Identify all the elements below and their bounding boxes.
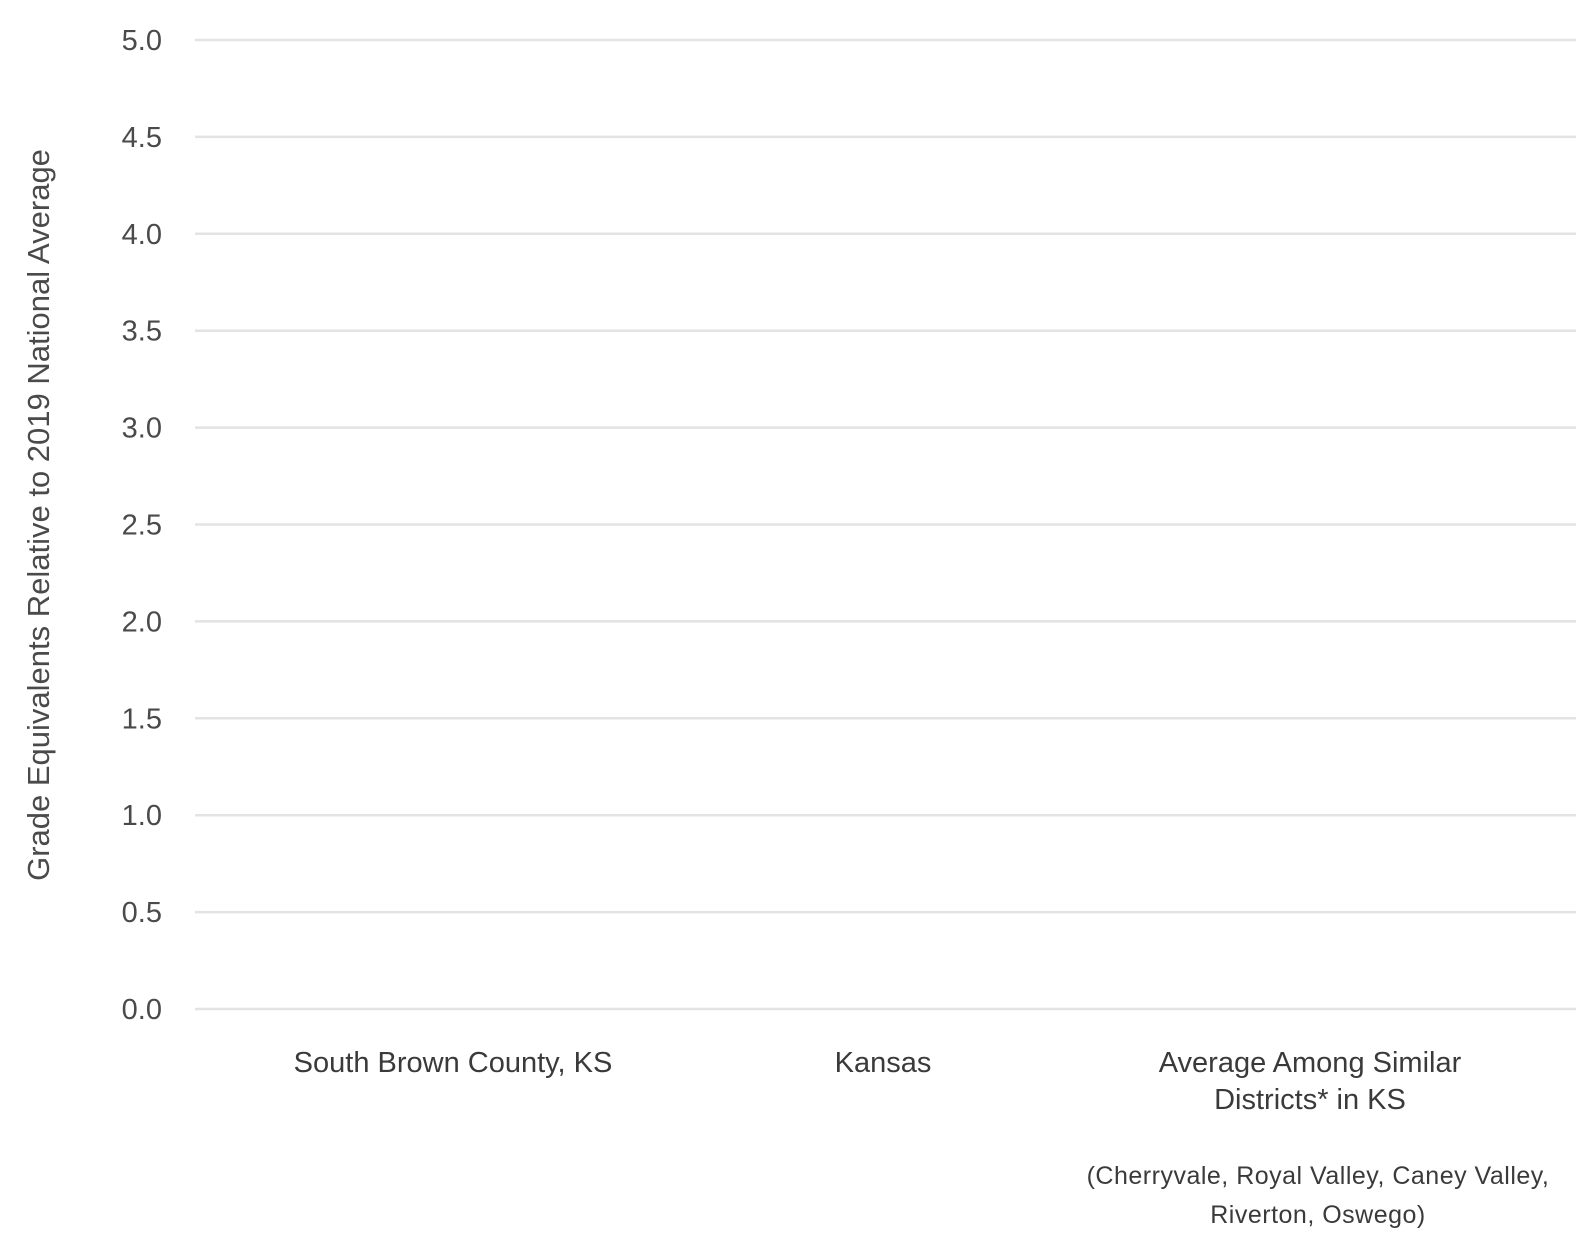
y-tick-label: 3.5 — [122, 316, 162, 348]
x-category-label: South Brown County, KS — [294, 1047, 613, 1079]
y-tick-label: 1.0 — [122, 800, 162, 832]
y-tick-label: 0.5 — [122, 897, 162, 929]
y-tick-label: 0.0 — [122, 994, 162, 1026]
y-tick-label: 4.0 — [122, 219, 162, 251]
y-tick-label: 5.0 — [122, 25, 162, 57]
x-axis-categories: South Brown County, KS Kansas Average Amon… — [294, 1047, 1550, 1229]
y-tick-label: 3.0 — [122, 413, 162, 445]
y-tick-label: 2.0 — [122, 606, 162, 638]
y-tick-label: 2.5 — [122, 510, 162, 542]
y-tick-label: 1.5 — [122, 703, 162, 735]
x-category-note: (Cherryvale, Royal Valley, Caney Valley, — [1087, 1162, 1550, 1190]
y-tick-label: 4.5 — [122, 122, 162, 154]
x-category-label: Average Among Similar — [1159, 1047, 1462, 1079]
y-axis-ticks: 0.0 0.5 1.0 1.5 2.0 2.5 3.0 3.5 4.0 4.5 5.0 — [122, 25, 162, 1026]
x-category-label: Districts* in KS — [1214, 1084, 1406, 1116]
gridlines — [195, 38, 1576, 1011]
x-category-note: Riverton, Oswego) — [1210, 1201, 1426, 1229]
x-category-label: Kansas — [835, 1047, 932, 1079]
y-axis-label: Grade Equivalents Relative to 2019 Natio… — [21, 149, 56, 881]
